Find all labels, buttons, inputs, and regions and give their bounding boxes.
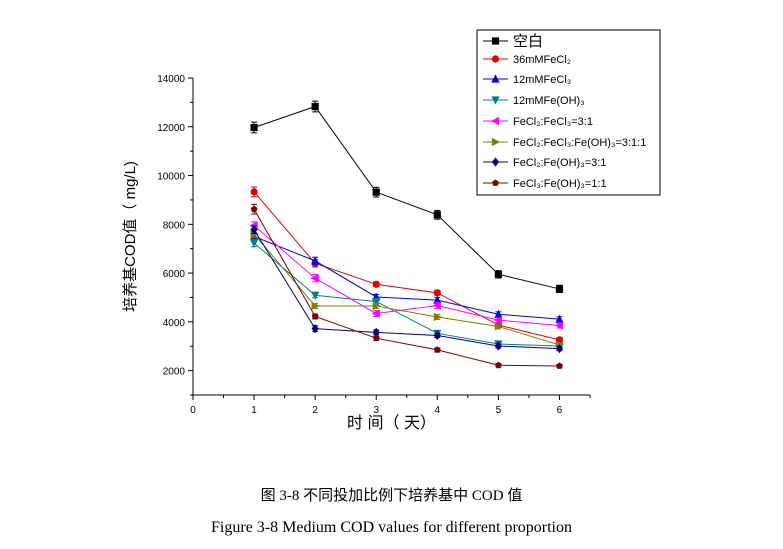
legend-label: FeCl₃:Fe(OH)₃=1:1 xyxy=(513,178,607,190)
data-point xyxy=(433,295,442,304)
data-point xyxy=(250,205,258,213)
data-point xyxy=(433,211,441,219)
legend-marker xyxy=(492,179,499,186)
data-point xyxy=(371,309,380,318)
data-point xyxy=(249,239,259,248)
legend-marker xyxy=(490,116,500,126)
data-point xyxy=(311,324,319,334)
data-point xyxy=(310,274,319,283)
legend-label: FeCl₂:Fe(OH)₃=3:1 xyxy=(513,157,606,169)
series-3 xyxy=(249,231,564,323)
series-line xyxy=(253,225,560,327)
legend: 空白 36mMFeCl₂ 12mMFeCl₃ 12mMFe(OH)₃ FeCl₂:FeC… xyxy=(476,29,661,196)
data-point xyxy=(556,362,563,369)
figure-caption-chinese: 图 3-8 不同投加比例下培养基中 COD 值 xyxy=(260,488,523,504)
data-point xyxy=(494,322,503,331)
x-tick-label: 6 xyxy=(557,405,563,416)
x-tick-label: 4 xyxy=(435,405,441,416)
series-line xyxy=(253,229,560,350)
legend-marker xyxy=(491,96,500,105)
x-tick-label: 1 xyxy=(251,405,257,416)
y-tick-label: 12000 xyxy=(157,123,185,134)
series-line xyxy=(253,208,560,367)
y-axis-label: 培养基COD值（ mg/L) xyxy=(122,161,139,312)
data-point xyxy=(372,280,380,288)
data-point xyxy=(250,123,258,132)
data-point xyxy=(372,301,381,311)
data-point xyxy=(250,225,258,235)
legend-marker xyxy=(491,37,500,45)
series-5 xyxy=(249,221,564,330)
legend-marker xyxy=(491,55,500,63)
series-line xyxy=(253,242,560,347)
y-tick-label: 8000 xyxy=(163,220,186,231)
data-point xyxy=(311,291,320,300)
legend-label: 12mMFe(OH)₃ xyxy=(513,95,585,107)
data-point xyxy=(555,336,564,344)
series-8 xyxy=(250,203,563,369)
figure-caption-english: Figure 3-8 Medium COD values for differe… xyxy=(211,519,572,536)
data-point xyxy=(433,312,442,322)
data-point xyxy=(433,330,441,341)
data-point xyxy=(311,102,319,111)
data-point xyxy=(555,344,564,354)
data-point xyxy=(250,188,258,196)
data-point xyxy=(311,312,319,320)
data-point xyxy=(372,188,380,196)
x-tick-label: 0 xyxy=(190,405,196,416)
data-point xyxy=(372,298,381,307)
legend-marker xyxy=(491,137,501,147)
series-2 xyxy=(250,186,564,344)
x-axis-label: 时 间（ 天） xyxy=(347,414,436,432)
data-point xyxy=(372,327,380,337)
series-1 xyxy=(250,100,564,294)
y-tick-label: 10000 xyxy=(157,172,185,183)
data-point xyxy=(311,256,320,265)
data-point xyxy=(494,270,502,278)
y-tick-label: 4000 xyxy=(163,318,186,329)
legend-box xyxy=(476,29,661,196)
legend-label: 空白 xyxy=(513,33,543,50)
data-point xyxy=(494,341,502,351)
data-point xyxy=(554,321,564,330)
series-7 xyxy=(250,225,564,354)
series-6 xyxy=(250,229,565,350)
legend-label: FeCl₂:FeCl₃=3:1 xyxy=(513,116,593,128)
legend-marker xyxy=(491,74,500,83)
data-point xyxy=(493,316,502,325)
legend-marker xyxy=(491,157,500,167)
series-line xyxy=(253,236,560,320)
data-point xyxy=(311,301,320,311)
data-point xyxy=(494,309,503,318)
y-tick-label: 2000 xyxy=(163,367,186,378)
legend-label: FeCl₂:FeCl₃:Fe(OH)₃=3:1:1 xyxy=(513,137,646,149)
data-point xyxy=(495,361,502,369)
legend-label: 36mMFeCl₂ xyxy=(513,54,571,66)
data-point xyxy=(555,285,564,293)
data-point xyxy=(555,314,564,323)
y-tick-label: 14000 xyxy=(157,74,185,85)
series-line xyxy=(253,105,560,290)
series-line xyxy=(253,233,560,346)
data-point xyxy=(372,334,380,342)
legend-label: 12mMFeCl₃ xyxy=(513,74,571,86)
data-point xyxy=(433,346,441,353)
x-tick-label: 5 xyxy=(496,405,502,416)
x-tick-label: 3 xyxy=(373,405,379,416)
y-tick-label: 6000 xyxy=(163,269,186,280)
x-tick-label: 2 xyxy=(312,405,318,416)
data-point xyxy=(433,289,441,297)
data-point xyxy=(432,301,441,310)
series-line xyxy=(253,191,560,341)
